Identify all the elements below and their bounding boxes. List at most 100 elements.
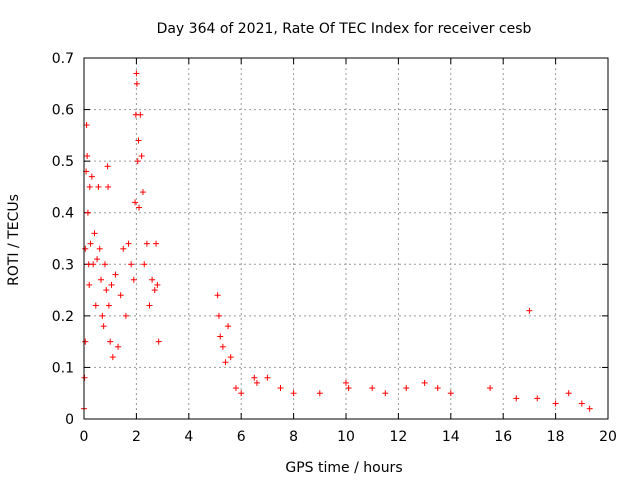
y-tick-label: 0.1 [52, 360, 74, 376]
data-point [109, 354, 116, 361]
data-point [133, 70, 140, 77]
data-point [403, 385, 410, 392]
x-tick-label: 18 [547, 429, 565, 445]
data-point [143, 240, 150, 247]
data-point [107, 338, 114, 345]
data-point [345, 385, 352, 392]
y-tick-label: 0.5 [52, 154, 74, 170]
data-point [120, 245, 127, 252]
data-point [139, 189, 146, 196]
data-point [343, 379, 349, 386]
data-point [92, 302, 99, 309]
data-point [87, 240, 94, 247]
data-point [96, 245, 103, 252]
y-tick-label: 0.4 [52, 206, 74, 222]
y-tick-label: 0.2 [52, 309, 74, 325]
data-point [222, 359, 229, 366]
data-point [133, 80, 140, 87]
data-point [84, 209, 91, 216]
data-point [115, 343, 122, 350]
data-point [217, 333, 224, 340]
data-point [382, 390, 389, 397]
data-point [91, 230, 98, 237]
data-point [264, 374, 271, 381]
data-point [487, 385, 494, 392]
x-tick-label: 14 [442, 429, 460, 445]
data-point [117, 292, 124, 299]
data-point [95, 183, 102, 190]
data-point [251, 374, 258, 381]
data-point [101, 261, 108, 268]
data-point [108, 281, 115, 288]
data-point [138, 152, 145, 159]
data-point [214, 292, 221, 299]
ticks-layer: 0 2 4 6 8 10 12 14 16 18 20 0 0.1 0.2 0.3 0.4 0.5 0.6 0.7 [52, 51, 617, 445]
x-tick-label: 2 [132, 429, 141, 445]
data-point [219, 343, 226, 350]
grid-layer [84, 58, 608, 419]
data-point [552, 400, 559, 407]
data-point [83, 122, 90, 129]
data-point [215, 312, 222, 319]
data-point [369, 385, 376, 392]
data-point [86, 183, 93, 190]
data-point [125, 240, 132, 247]
data-point [227, 354, 234, 361]
plot-frame [83, 57, 609, 420]
x-tick-label: 10 [337, 429, 355, 445]
data-point [513, 395, 520, 402]
x-tick-label: 6 [237, 429, 246, 445]
x-axis-label: GPS time / hours [285, 460, 402, 476]
y-tick-label: 0 [65, 412, 74, 428]
data-point [82, 245, 89, 252]
x-tick-label: 12 [389, 429, 407, 445]
y-axis-label: ROTI / TECUs [6, 194, 22, 286]
chart-title: Day 364 of 2021, Rate Of TEC Index for r… [157, 21, 532, 37]
y-tick-label: 0.6 [52, 103, 74, 119]
data-point [565, 390, 572, 397]
data-point [526, 307, 533, 314]
data-point [122, 312, 129, 319]
data-point [128, 261, 135, 268]
data-point [149, 276, 156, 283]
data-point [316, 390, 323, 397]
data-point [290, 390, 297, 397]
data-point [105, 302, 112, 309]
data-point [88, 173, 95, 180]
data-point [154, 281, 161, 288]
data-point [225, 323, 232, 330]
data-point [141, 261, 148, 268]
data-point [84, 152, 91, 159]
data-point [232, 385, 239, 392]
data-point [253, 379, 260, 386]
data-point [82, 338, 89, 345]
data-point [135, 137, 142, 144]
data-point [90, 261, 97, 268]
x-tick-label: 8 [289, 429, 298, 445]
data-point [153, 240, 160, 247]
data-point [447, 390, 454, 397]
data-point [86, 281, 93, 288]
data-point [94, 256, 101, 263]
data-point [103, 287, 110, 294]
data-point [146, 302, 153, 309]
x-tick-label: 4 [184, 429, 193, 445]
data-point [112, 271, 119, 278]
data-point [155, 338, 162, 345]
x-tick-label: 0 [80, 429, 89, 445]
data-point [238, 390, 245, 397]
data-point [100, 323, 107, 330]
y-tick-label: 0.7 [52, 51, 74, 67]
x-tick-label: 16 [494, 429, 512, 445]
data-point [137, 111, 144, 118]
data-point [134, 158, 141, 165]
data-point [136, 204, 143, 211]
data-point [104, 163, 111, 170]
data-point [130, 276, 137, 283]
data-point [81, 374, 88, 381]
data-point [98, 276, 105, 283]
data-point [99, 312, 106, 319]
data-point [586, 405, 593, 412]
